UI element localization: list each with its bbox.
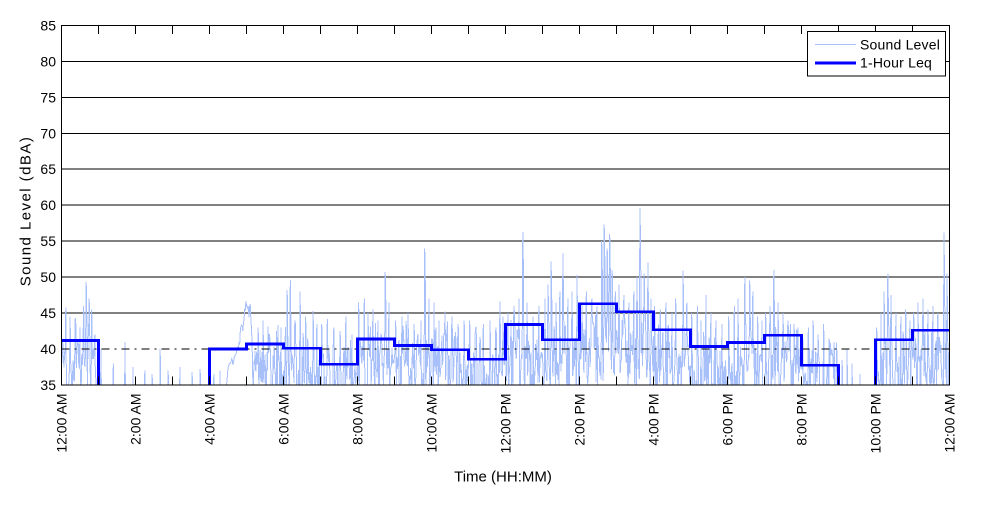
svg-text:45: 45 — [40, 305, 56, 321]
svg-text:50: 50 — [40, 269, 56, 285]
svg-text:12:00 PM: 12:00 PM — [498, 394, 514, 454]
svg-text:2:00 AM: 2:00 AM — [128, 394, 144, 445]
svg-text:8:00 AM: 8:00 AM — [350, 394, 366, 445]
svg-text:6:00 PM: 6:00 PM — [720, 394, 736, 446]
svg-text:4:00 AM: 4:00 AM — [202, 394, 218, 445]
svg-text:60: 60 — [40, 197, 56, 213]
svg-text:10:00 AM: 10:00 AM — [424, 394, 440, 453]
svg-text:6:00 AM: 6:00 AM — [276, 394, 292, 445]
svg-text:12:00 AM: 12:00 AM — [54, 394, 70, 453]
svg-text:12:00 AM: 12:00 AM — [942, 394, 958, 453]
svg-text:85: 85 — [40, 17, 56, 33]
svg-text:Sound Level: Sound Level — [860, 37, 940, 53]
svg-text:40: 40 — [40, 341, 56, 357]
svg-text:1-Hour Leq: 1-Hour Leq — [860, 55, 932, 71]
svg-text:10:00 PM: 10:00 PM — [868, 394, 884, 454]
svg-text:65: 65 — [40, 161, 56, 177]
svg-text:8:00 PM: 8:00 PM — [794, 394, 810, 446]
svg-text:Time (HH:MM): Time (HH:MM) — [454, 469, 552, 486]
svg-text:70: 70 — [40, 125, 56, 141]
svg-text:2:00 PM: 2:00 PM — [572, 394, 588, 446]
svg-text:80: 80 — [40, 53, 56, 69]
svg-text:Sound Level (dBA): Sound Level (dBA) — [18, 136, 35, 287]
svg-text:4:00 PM: 4:00 PM — [646, 394, 662, 446]
svg-text:75: 75 — [40, 89, 56, 105]
svg-text:35: 35 — [40, 377, 56, 393]
svg-text:55: 55 — [40, 233, 56, 249]
